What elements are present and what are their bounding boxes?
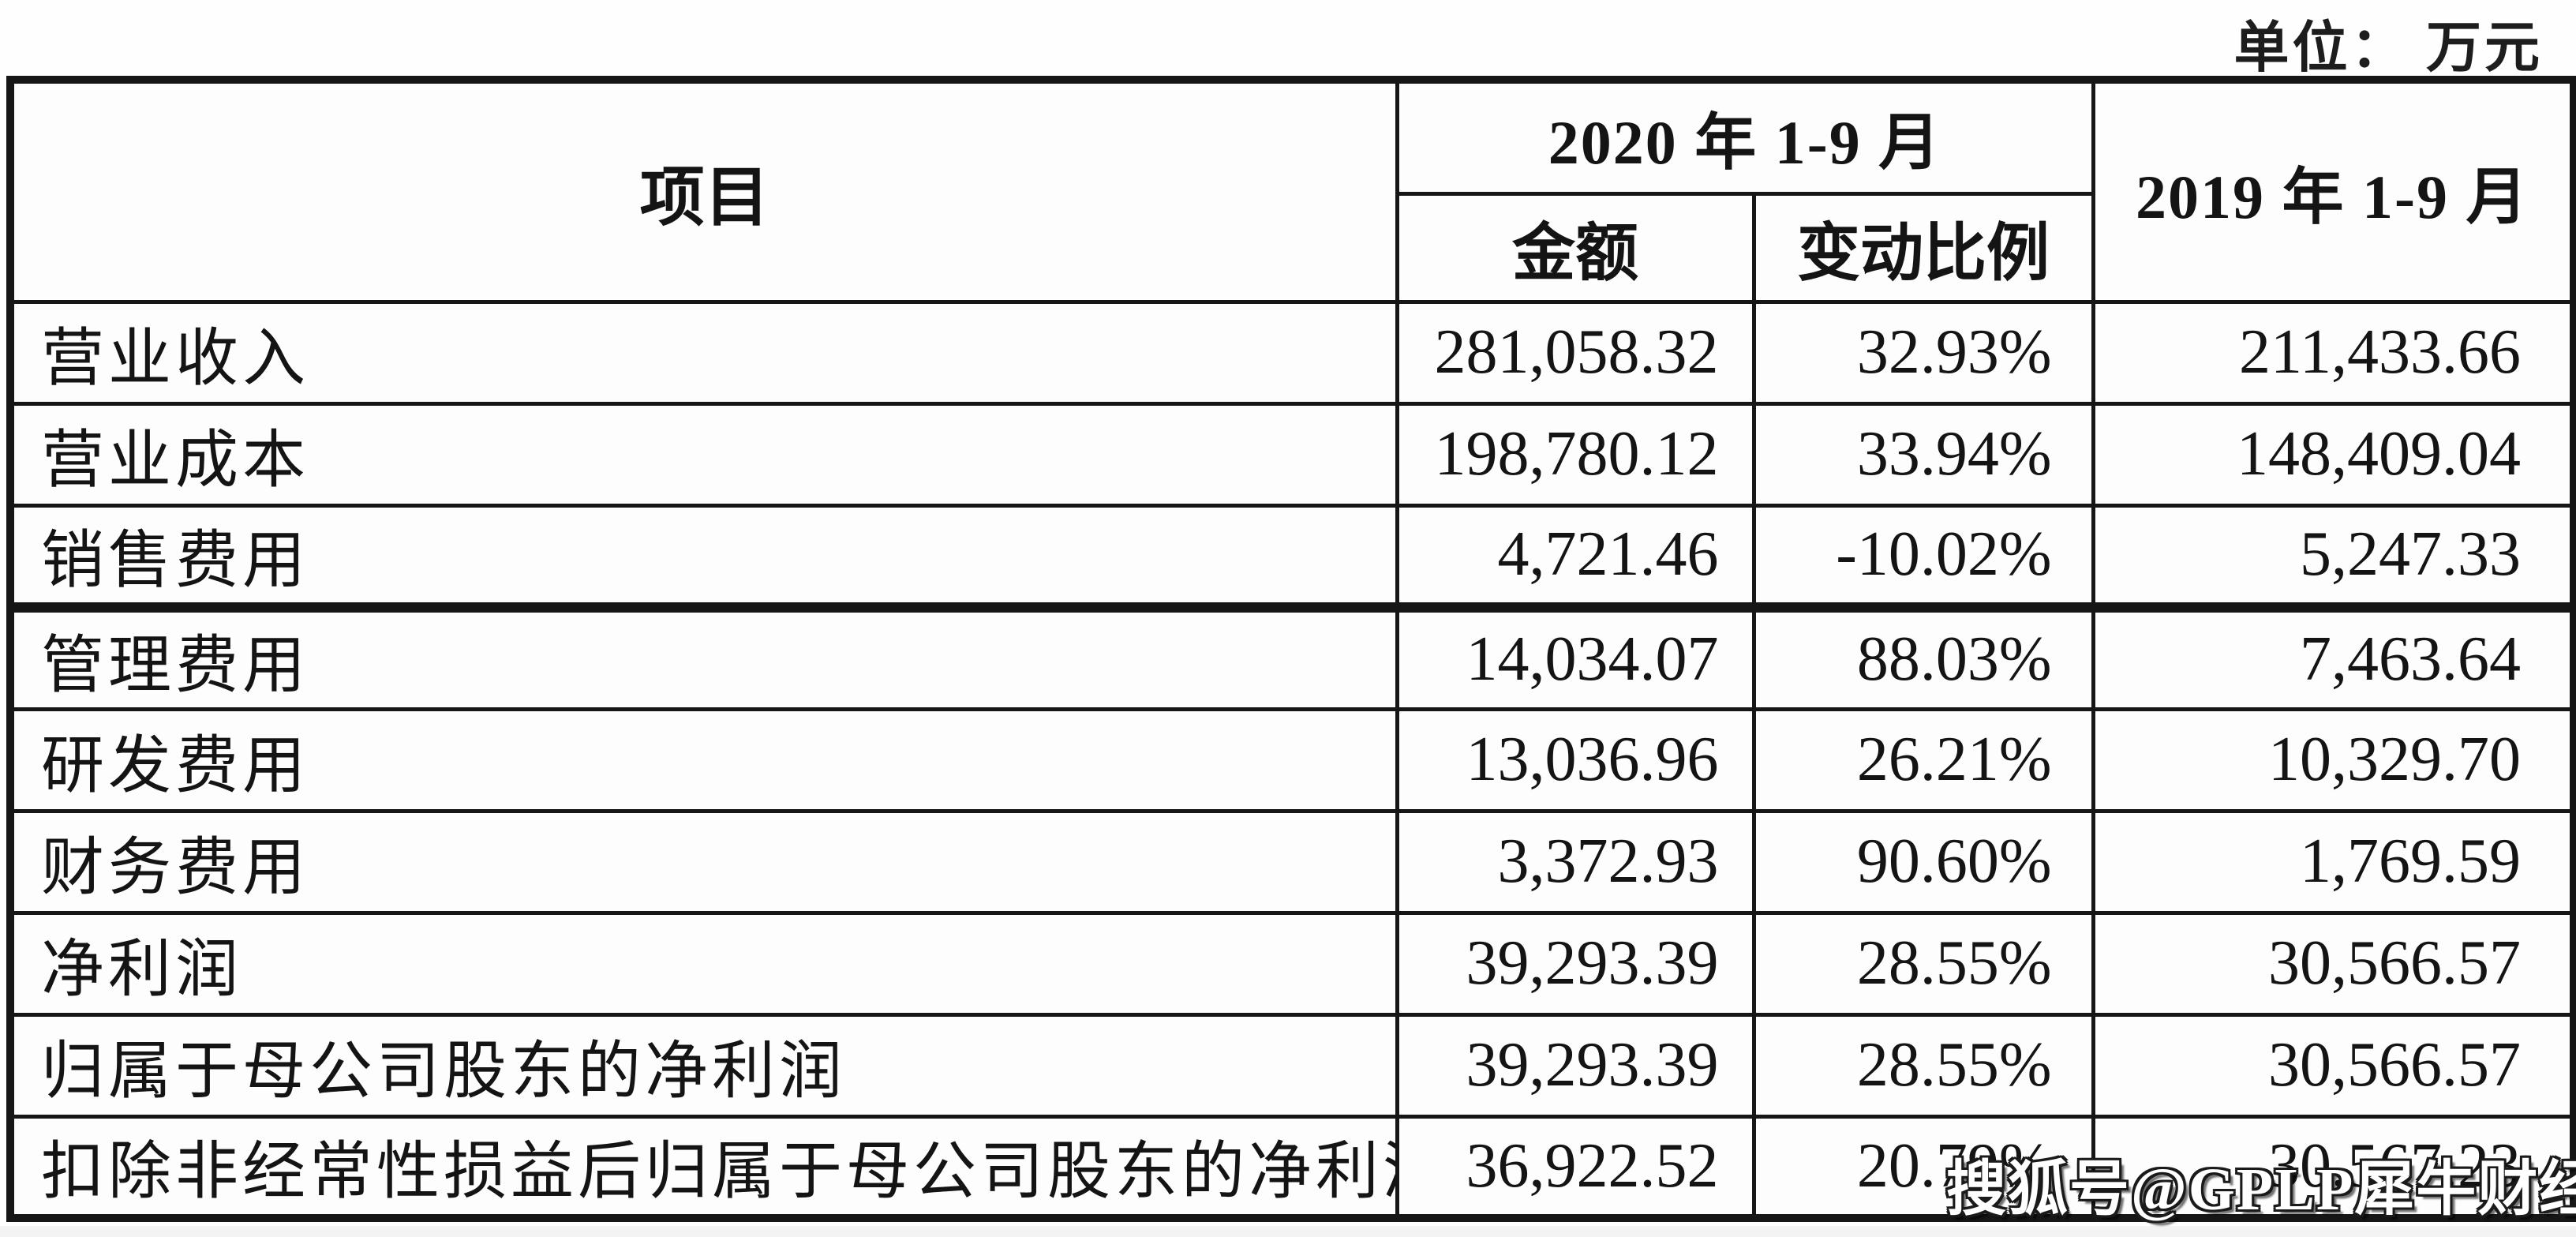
change-ratio-cell: 33.94% [1751,401,2095,508]
prev-year-cell: 30,567.23 [2091,1114,2576,1220]
financial-table: 项目 2020 年 1-9 月 2019 年 1-9 月 金额 变动比例 营业收… [6,76,2576,1222]
amount-cell: 198,780.12 [1395,401,1756,508]
prev-year-cell: 211,433.66 [2091,299,2576,406]
change-ratio-cell: -10.02% [1751,503,2095,613]
table-row: 归属于母公司股东的净利润 39,293.39 28.55% 30,566.57 [8,1012,2576,1119]
financial-table-wrapper: 项目 2020 年 1-9 月 2019 年 1-9 月 金额 变动比例 营业收… [6,76,2576,1222]
header-row-top: 项目 2020 年 1-9 月 2019 年 1-9 月 [8,77,2576,304]
change-ratio-cell: 28.55% [1751,1012,2095,1119]
prev-year-cell: 30,566.57 [2091,1012,2576,1119]
row-label: 管理费用 [8,605,1399,711]
sohu-watermark: 搜狐号@GPLP犀牛财经 [1946,1156,2576,1223]
row-label: 归属于母公司股东的净利润 [8,1012,1399,1119]
col-header-item: 项目 [8,77,1399,304]
prev-year-cell: 7,463.64 [2091,605,2576,711]
amount-cell: 13,036.96 [1395,707,1756,813]
row-label: 扣除非经常性损益后归属于母公司股东的净利润 [8,1114,1399,1220]
row-label: 销售费用 [8,503,1399,613]
table-row: 研发费用 13,036.96 26.21% 10,329.70 [8,707,2576,813]
row-label: 研发费用 [8,707,1399,813]
prev-year-cell: 5,247.33 [2091,503,2576,613]
prev-year-cell: 10,329.70 [2091,707,2576,813]
col-header-2020-period: 2020 年 1-9 月 [1395,77,2095,196]
table-row: 财务费用 3,372.93 90.60% 1,769.59 [8,808,2576,915]
header-row-sub: 金额 变动比例 [10,191,2574,304]
table-row: 扣除非经常性损益后归属于母公司股东的净利润 36,922.52 20.79% 3… [8,1114,2576,1220]
amount-cell: 39,293.39 [1395,1012,1756,1119]
prev-year-cell: 30,566.57 [2091,910,2576,1017]
change-ratio-cell: 20.79% [1751,1114,2095,1220]
change-ratio-cell: 28.55% [1751,910,2095,1017]
page-bottom-strip [0,1226,2576,1237]
prev-year-cell: 1,769.59 [2091,808,2576,915]
change-ratio-cell: 26.21% [1751,707,2095,813]
row-label: 财务费用 [8,808,1399,915]
table-row: 营业成本 198,780.12 33.94% 148,409.04 [8,401,2576,508]
unit-label: 单位： 万元 [2233,18,2543,79]
row-label: 净利润 [8,910,1399,1017]
table-row: 净利润 39,293.39 28.55% 30,566.57 [8,910,2576,1017]
prev-year-cell: 148,409.04 [2091,401,2576,508]
col-header-amount: 金额 [1395,191,1756,304]
table-row: 管理费用 14,034.07 88.03% 7,463.64 [8,605,2576,711]
amount-cell: 3,372.93 [1395,808,1756,915]
col-header-2019-period: 2019 年 1-9 月 [2091,77,2576,304]
amount-cell: 39,293.39 [1395,910,1756,1017]
col-header-change-ratio: 变动比例 [1751,191,2095,304]
amount-cell: 14,034.07 [1395,605,1756,711]
change-ratio-cell: 88.03% [1751,605,2095,711]
row-label: 营业成本 [8,401,1399,508]
table-row: 销售费用 4,721.46 -10.02% 5,247.33 [8,503,2576,613]
change-ratio-cell: 32.93% [1751,299,2095,406]
table-row: 营业收入 281,058.32 32.93% 211,433.66 [8,299,2576,406]
row-label: 营业收入 [8,299,1399,406]
amount-cell: 36,922.52 [1395,1114,1756,1220]
amount-cell: 281,058.32 [1395,299,1756,406]
change-ratio-cell: 90.60% [1751,808,2095,915]
amount-cell: 4,721.46 [1395,503,1756,613]
